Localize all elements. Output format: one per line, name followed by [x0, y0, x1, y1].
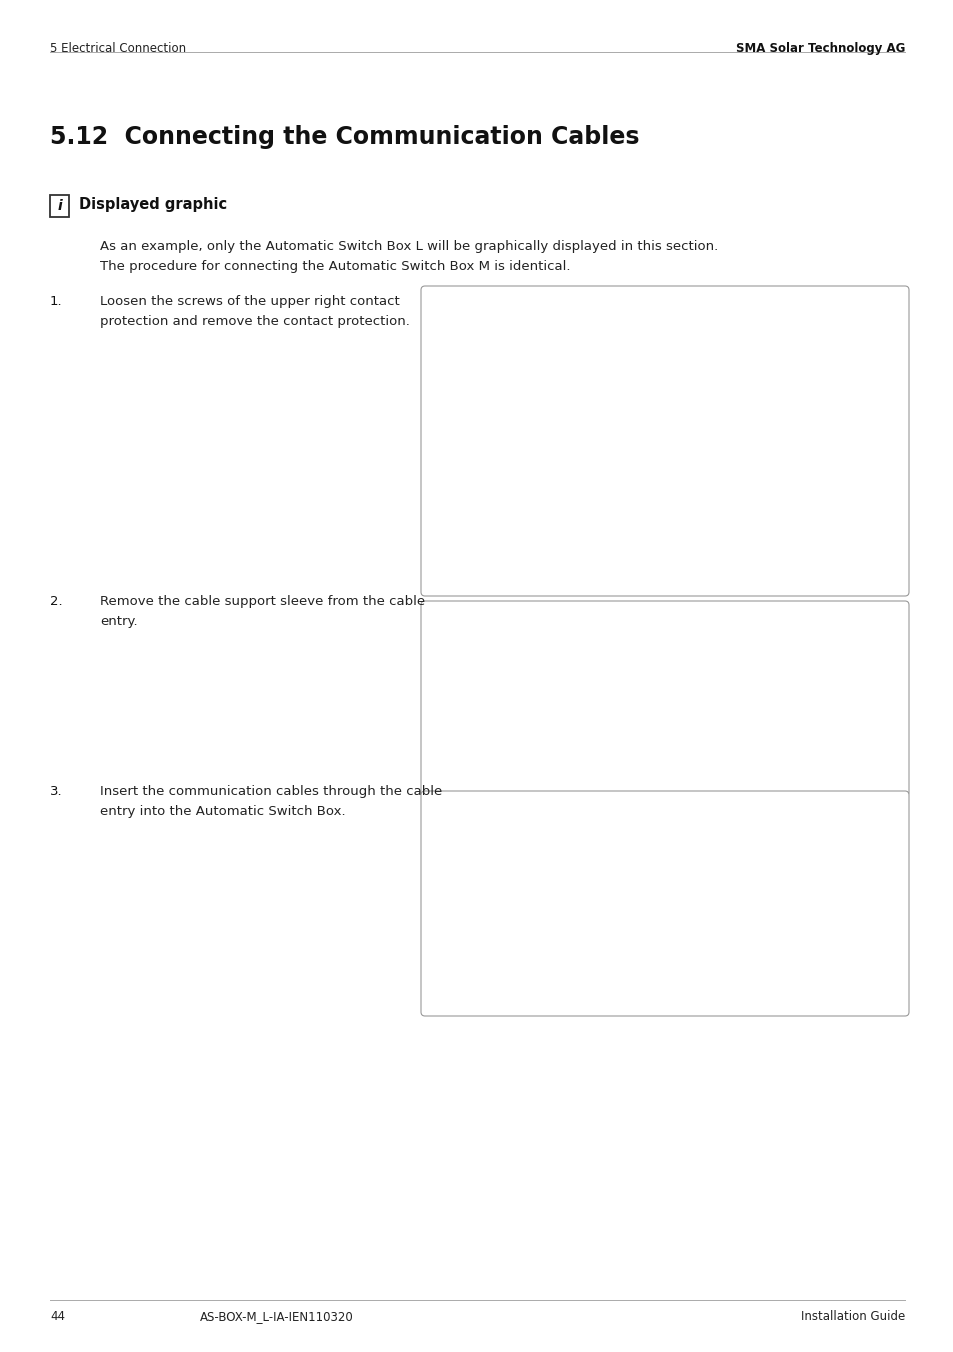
- Text: 5.12  Connecting the Communication Cables: 5.12 Connecting the Communication Cables: [50, 124, 639, 149]
- Text: protection and remove the contact protection.: protection and remove the contact protec…: [100, 315, 410, 329]
- Text: 2.: 2.: [50, 595, 63, 608]
- Text: Loosen the screws of the upper right contact: Loosen the screws of the upper right con…: [100, 295, 399, 308]
- Text: As an example, only the Automatic Switch Box L will be graphically displayed in : As an example, only the Automatic Switch…: [100, 241, 718, 253]
- Text: Remove the cable support sleeve from the cable: Remove the cable support sleeve from the…: [100, 595, 425, 608]
- Text: AS-BOX-M_L-IA-IEN110320: AS-BOX-M_L-IA-IEN110320: [200, 1310, 354, 1324]
- FancyBboxPatch shape: [420, 287, 908, 596]
- Text: Displayed graphic: Displayed graphic: [79, 197, 227, 212]
- Text: Insert the communication cables through the cable: Insert the communication cables through …: [100, 786, 442, 798]
- Text: Installation Guide: Installation Guide: [800, 1310, 904, 1324]
- FancyBboxPatch shape: [50, 195, 69, 218]
- Text: entry.: entry.: [100, 615, 137, 627]
- Text: i: i: [57, 199, 62, 214]
- FancyBboxPatch shape: [420, 602, 908, 796]
- Text: 44: 44: [50, 1310, 65, 1324]
- Text: 1.: 1.: [50, 295, 63, 308]
- Text: 5 Electrical Connection: 5 Electrical Connection: [50, 42, 186, 55]
- FancyBboxPatch shape: [420, 791, 908, 1015]
- Text: The procedure for connecting the Automatic Switch Box M is identical.: The procedure for connecting the Automat…: [100, 260, 570, 273]
- Text: SMA Solar Technology AG: SMA Solar Technology AG: [735, 42, 904, 55]
- Text: entry into the Automatic Switch Box.: entry into the Automatic Switch Box.: [100, 804, 345, 818]
- Text: 3.: 3.: [50, 786, 63, 798]
